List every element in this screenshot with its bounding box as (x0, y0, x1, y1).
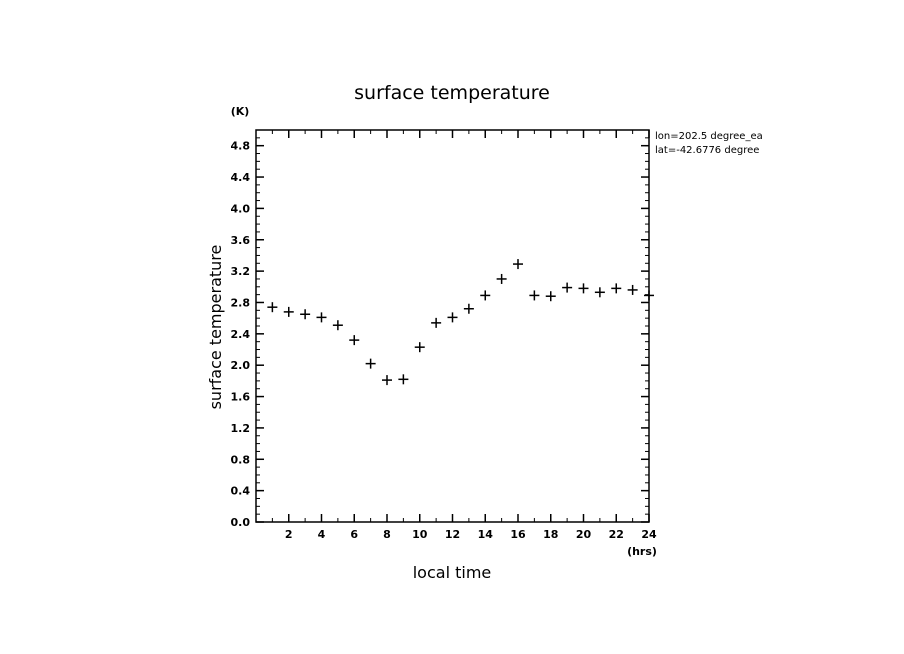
data-point (414, 342, 425, 353)
data-point (513, 259, 523, 270)
y-tick-label: 4.4 (231, 171, 251, 184)
data-point (382, 375, 392, 386)
annotation-lat: lat=-42.6776 degree (655, 145, 759, 156)
y-tick-label: 3.2 (231, 265, 251, 278)
data-point (529, 290, 540, 301)
x-axis-label: local time (413, 563, 492, 582)
data-point (594, 287, 605, 298)
x-tick-label: 18 (543, 528, 558, 541)
data-point (398, 374, 409, 385)
data-points (267, 259, 654, 386)
y-tick-label: 4.8 (231, 140, 251, 153)
y-tick-label: 2.0 (231, 359, 251, 372)
data-point (463, 303, 474, 314)
data-point (283, 306, 294, 317)
data-point (267, 302, 278, 313)
y-tick-label: 0.0 (231, 516, 251, 529)
data-point (316, 312, 327, 323)
x-tick-label: 24 (641, 528, 657, 541)
y-tick-label: 2.4 (231, 328, 251, 341)
axes-layer: 2 4 6 8 10 12 14 16 18 20 22 240.00.40.81.21.62.02.… (231, 130, 657, 541)
y-axis-label: surface temperature (206, 245, 225, 410)
data-point (627, 284, 638, 295)
data-point (300, 309, 311, 320)
data-point (480, 290, 491, 301)
data-point (365, 358, 376, 369)
y-tick-label: 0.8 (231, 453, 251, 466)
chart-title: surface temperature (354, 82, 550, 104)
data-point (562, 282, 573, 293)
data-point (431, 317, 442, 328)
x-axis-unit: (hrs) (627, 545, 657, 558)
plot-frame (255, 129, 650, 523)
x-tick-label: 22 (609, 528, 624, 541)
y-tick-label: 3.6 (231, 234, 251, 247)
y-tick-label: 1.6 (231, 391, 251, 404)
y-tick-label: 0.4 (231, 485, 251, 498)
data-point (611, 283, 622, 294)
data-point (496, 273, 507, 284)
data-point (332, 320, 343, 331)
annotation-lon: lon=202.5 degree_ea (655, 131, 763, 142)
y-tick-label: 2.8 (231, 296, 251, 309)
y-axis-unit: (K) (231, 105, 250, 118)
x-tick-label: 8 (383, 528, 391, 541)
data-point (447, 312, 458, 323)
data-point (644, 290, 654, 301)
x-tick-label: 10 (412, 528, 428, 541)
data-point (578, 283, 589, 294)
data-point (349, 335, 360, 346)
x-tick-label: 4 (318, 528, 326, 541)
x-tick-label: 12 (445, 528, 460, 541)
x-tick-label: 20 (576, 528, 592, 541)
x-tick-label: 14 (478, 528, 494, 541)
y-tick-label: 1.2 (231, 422, 251, 435)
y-tick-label: 4.0 (231, 202, 251, 215)
data-point (545, 291, 556, 302)
x-tick-label: 6 (350, 528, 358, 541)
x-tick-label: 2 (285, 528, 293, 541)
x-tick-label: 16 (510, 528, 526, 541)
